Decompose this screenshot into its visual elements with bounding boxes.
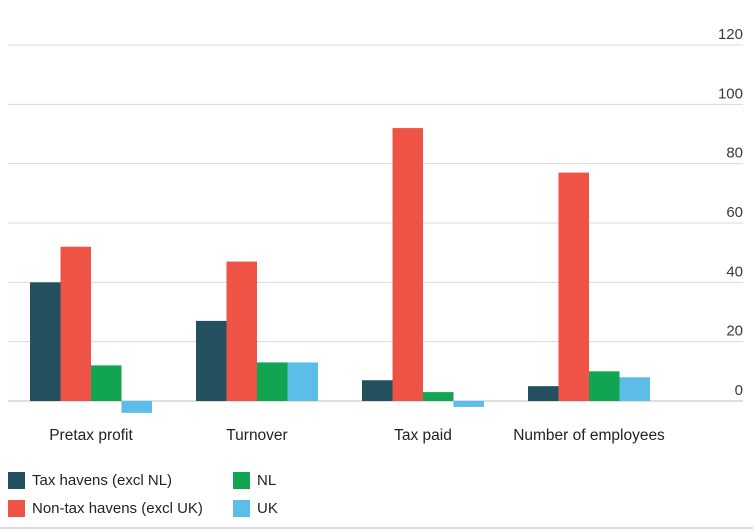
x-axis-labels: Pretax profit Turnover Tax paid Number of e… xyxy=(49,427,665,444)
legend-swatch-nl xyxy=(233,472,250,489)
bar xyxy=(362,380,393,401)
bar xyxy=(453,401,484,407)
x-category-label: Turnover xyxy=(226,427,287,444)
bar xyxy=(528,386,559,401)
bar xyxy=(91,365,122,401)
bar xyxy=(558,172,589,401)
bar xyxy=(392,128,423,402)
legend-item-nl: NL xyxy=(233,472,276,489)
y-tick-label: 120 xyxy=(718,26,743,43)
gridlines xyxy=(8,44,743,402)
y-axis-ticks: 0 20 40 60 80 100 120 xyxy=(718,26,743,399)
legend-item-tax-havens: Tax havens (excl NL) xyxy=(8,472,172,489)
legend-swatch-non-tax-havens xyxy=(8,500,25,517)
legend-label-uk: UK xyxy=(257,500,278,517)
y-tick-label: 80 xyxy=(726,145,743,162)
bar xyxy=(121,401,152,413)
y-tick-label: 60 xyxy=(726,204,743,221)
bar-chart: 0 20 40 60 80 100 120 Pretax profit Turnover Tax… xyxy=(8,26,743,444)
y-tick-label: 40 xyxy=(726,263,743,280)
legend-swatch-uk xyxy=(233,500,250,517)
bar xyxy=(287,362,318,401)
bar xyxy=(257,362,288,401)
bar xyxy=(589,371,620,401)
legend-item-non-tax-havens: Non-tax havens (excl UK) xyxy=(8,500,203,517)
bar xyxy=(619,377,650,401)
bar xyxy=(423,392,454,401)
y-tick-label: 100 xyxy=(718,85,743,102)
bars xyxy=(30,128,650,413)
bar xyxy=(196,320,227,401)
legend-swatch-tax-havens xyxy=(8,472,25,489)
legend-label-non-tax-havens: Non-tax havens (excl UK) xyxy=(32,500,203,517)
x-category-label: Pretax profit xyxy=(49,427,133,444)
x-category-label: Tax paid xyxy=(394,427,452,444)
legend-item-uk: UK xyxy=(233,500,278,517)
legend-label-nl: NL xyxy=(257,472,277,489)
bar xyxy=(30,282,61,401)
bar xyxy=(60,246,91,401)
legend-label-tax-havens: Tax havens (excl NL) xyxy=(32,472,173,489)
x-category-label: Number of employees xyxy=(513,427,665,444)
y-tick-label: 20 xyxy=(726,323,743,340)
y-tick-label: 0 xyxy=(735,382,743,399)
bottom-divider xyxy=(0,527,753,529)
bar xyxy=(226,261,257,401)
legend: Tax havens (excl NL) NL Non-tax havens (… xyxy=(8,468,338,528)
